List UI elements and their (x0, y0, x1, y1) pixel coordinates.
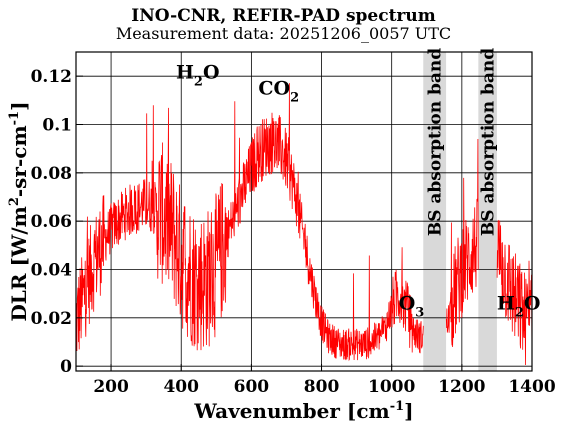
molecule-label-2: CO2 (258, 77, 299, 105)
chart-title: INO-CNR, REFIR-PAD spectrum (131, 6, 436, 26)
plot-border (75, 51, 533, 372)
absorption-bands: BS absorption band BS absorption band (423, 48, 499, 371)
y-axis-label: DLR [W/m2-sr-cm-1] (7, 101, 31, 321)
x-axis-label: Wavenumber [cm-1] (193, 399, 413, 423)
y-tick-label: 0.02 (31, 309, 72, 329)
x-tick-label: 1000 (368, 377, 415, 397)
spectrum-line-segment (496, 219, 533, 366)
y-tick-label: 0.1 (42, 116, 72, 136)
x-tick-label: 800 (304, 377, 340, 397)
band-label-2: BS absorption band (479, 48, 499, 236)
x-tick-label: 200 (93, 377, 129, 397)
spectrum-line-segment (75, 83, 424, 362)
y-tick-label: 0 (60, 357, 72, 377)
x-tick-label: 1400 (508, 377, 555, 397)
y-tick-label: 0.12 (31, 67, 72, 87)
x-tick-label: 400 (163, 377, 199, 397)
absorption-band-1 (423, 52, 447, 371)
x-tick-label: 600 (234, 377, 270, 397)
molecule-label-3: O3 (399, 292, 425, 320)
y-tick-label: 0.08 (31, 164, 72, 184)
axis-ticks: 200 400 600 800 1000 1200 1400 0 0.02 0.04 0.06 0.0… (31, 67, 556, 397)
plot-frame (75, 51, 533, 372)
chart-subtitle: Measurement data: 20251206_0057 UTC (115, 24, 452, 43)
band-label-1: BS absorption band (426, 48, 446, 236)
x-tick-label: 1200 (438, 377, 485, 397)
y-tick-label: 0.04 (31, 261, 73, 281)
spectrum-line-segment (445, 138, 479, 348)
spectrum-series (75, 83, 533, 366)
absorption-band-2 (478, 52, 497, 371)
y-tick-label: 0.06 (31, 212, 72, 232)
molecule-label-1: H2O (176, 62, 220, 90)
